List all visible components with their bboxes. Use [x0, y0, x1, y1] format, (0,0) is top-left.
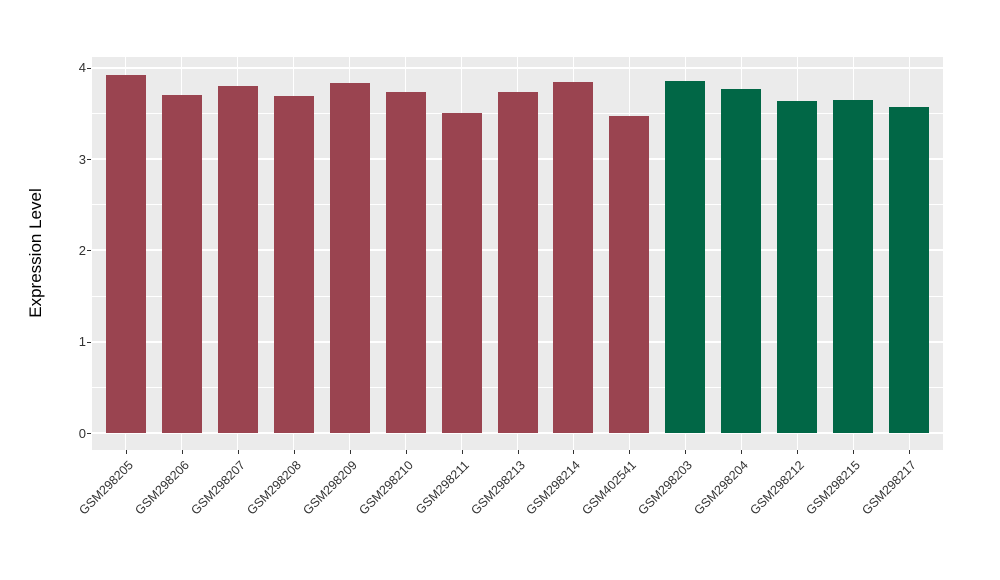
x-tick-mark	[349, 450, 351, 454]
y-tick-label: 3	[78, 151, 86, 167]
x-tick-mark	[181, 450, 183, 454]
y-tick-label: 2	[78, 242, 86, 258]
x-tick-label: GSM298203	[635, 458, 696, 518]
x-tick-label: GSM402541	[579, 458, 640, 518]
x-tick-mark	[741, 450, 743, 454]
x-tick-label: GSM298207	[187, 458, 248, 518]
x-tick-mark	[797, 450, 799, 454]
y-tick-mark	[87, 250, 91, 252]
bar-GSM298204	[721, 88, 762, 433]
x-tick-mark	[125, 450, 127, 454]
y-tick-mark	[87, 67, 91, 69]
bar-GSM298210	[385, 92, 426, 433]
bar-GSM298214	[553, 82, 594, 433]
x-tick-mark	[293, 450, 295, 454]
x-tick-label: GSM298214	[523, 458, 584, 518]
x-tick-label: GSM298213	[467, 458, 528, 518]
y-tick-mark	[87, 341, 91, 343]
x-tick-label: GSM298212	[747, 458, 808, 518]
x-tick-label: GSM298209	[299, 458, 360, 518]
bar-GSM298203	[665, 81, 706, 433]
x-tick-mark	[685, 450, 687, 454]
y-tick-mark	[87, 159, 91, 161]
x-tick-label: GSM298204	[691, 458, 752, 518]
bar-GSM298212	[777, 100, 818, 433]
x-tick-mark	[461, 450, 463, 454]
x-tick-mark	[517, 450, 519, 454]
bar-GSM298217	[889, 107, 930, 433]
x-tick-mark	[405, 450, 407, 454]
x-tick-label: GSM298205	[75, 458, 136, 518]
y-tick-mark	[87, 433, 91, 434]
x-tick-mark	[629, 450, 631, 454]
bar-GSM402541	[609, 116, 650, 433]
x-tick-label: GSM298211	[412, 458, 472, 517]
y-tick-label: 0	[78, 425, 86, 441]
bar-GSM298215	[833, 99, 874, 433]
plot-panel	[92, 57, 943, 450]
x-tick-label: GSM298215	[803, 458, 864, 518]
x-tick-mark	[573, 450, 575, 454]
y-tick-label: 1	[78, 334, 86, 350]
x-tick-mark	[237, 450, 239, 454]
y-axis-title: Expression Level	[26, 188, 45, 318]
bar-GSM298211	[441, 112, 482, 433]
bar-GSM298205	[105, 75, 146, 433]
bar-GSM298213	[497, 91, 538, 433]
x-tick-mark	[853, 450, 855, 454]
x-tick-label: GSM298208	[243, 458, 304, 518]
x-tick-label: GSM298206	[131, 458, 192, 518]
x-tick-label: GSM298217	[859, 458, 920, 518]
bar-GSM298208	[273, 96, 314, 433]
y-tick-label: 4	[78, 60, 86, 76]
bar-GSM298207	[217, 86, 258, 433]
bar-GSM298206	[161, 95, 202, 433]
x-tick-mark	[909, 450, 911, 454]
bar-GSM298209	[329, 83, 370, 433]
x-tick-label: GSM298210	[355, 458, 416, 518]
